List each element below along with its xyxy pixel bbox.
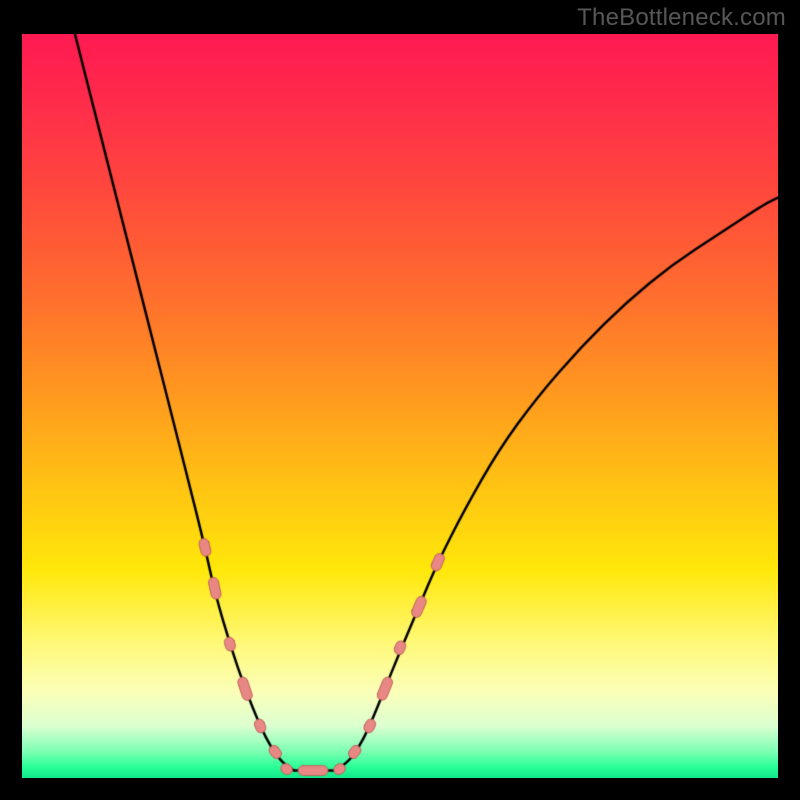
chart-plot-area: [22, 34, 778, 778]
chart-canvas: [22, 34, 778, 778]
watermark-text: TheBottleneck.com: [577, 4, 786, 32]
